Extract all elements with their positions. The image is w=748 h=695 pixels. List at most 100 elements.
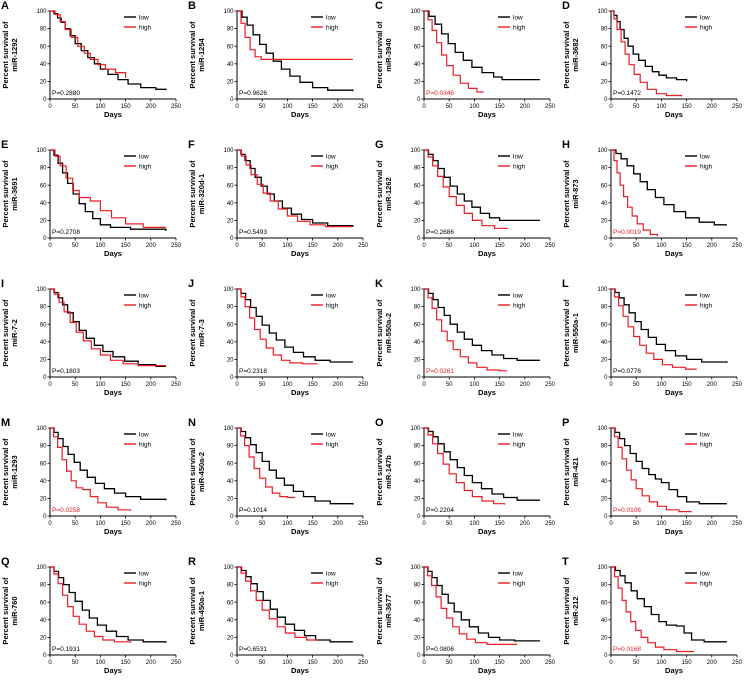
y-tick-label: 100 xyxy=(223,426,234,432)
y-tick-label: 60 xyxy=(227,44,234,50)
y-tick-label: 0 xyxy=(230,97,234,103)
y-tick-label: 0 xyxy=(43,97,47,103)
x-tick-label: 150 xyxy=(495,104,506,110)
panel-letter: F xyxy=(188,139,195,151)
y-axis-label: Percent survival of miR-1262 xyxy=(375,142,397,246)
x-tick-label: 50 xyxy=(633,243,640,249)
y-tick-label: 60 xyxy=(414,461,421,467)
panel-letter: Q xyxy=(1,556,10,568)
y-tick-label: 20 xyxy=(40,636,47,642)
legend-low-label: low xyxy=(700,14,710,21)
km-panel: P Percent survival of miR-421 0 50 100 150 2… xyxy=(561,417,748,556)
legend-low-label: low xyxy=(139,570,149,577)
x-tick-label: 200 xyxy=(146,104,157,110)
x-tick-label: 200 xyxy=(707,660,718,666)
y-tick-label: 20 xyxy=(227,219,234,225)
y-tick-label: 80 xyxy=(414,27,421,33)
y-tick-label: 80 xyxy=(227,444,234,450)
x-tick-label: 0 xyxy=(422,521,426,527)
x-tick-label: 0 xyxy=(48,521,52,527)
km-plot: 0 50 100 150 200 250 0 20 40 60 80 100 low high P=0.26… xyxy=(410,148,555,249)
y-axis-label: Percent survival of miR-1254 xyxy=(188,3,210,107)
y-tick-label: 100 xyxy=(410,565,421,571)
x-tick-label: 200 xyxy=(520,660,531,666)
km-panel: Q Percent survival of miR-760 0 50 100 150 2… xyxy=(0,556,187,695)
y-axis-label-line1: Percent survival of xyxy=(188,160,197,228)
y-tick-label: 80 xyxy=(601,166,608,172)
y-tick-label: 100 xyxy=(36,565,47,571)
survival-curve-low xyxy=(50,427,167,501)
y-tick-label: 20 xyxy=(227,358,234,364)
x-tick-label: 50 xyxy=(72,521,79,527)
y-tick-label: 20 xyxy=(40,497,47,503)
survival-curve-low xyxy=(424,566,540,642)
legend-low-label: low xyxy=(513,292,523,299)
km-panel: G Percent survival of miR-1262 0 50 100 150… xyxy=(374,139,561,278)
p-value: P=0.0346 xyxy=(426,90,454,97)
x-tick-label: 50 xyxy=(259,104,266,110)
km-plot: 0 50 100 150 200 250 0 20 40 60 80 100 low high P=0.01… xyxy=(597,426,742,527)
y-tick-label: 60 xyxy=(40,322,47,328)
legend-low-label: low xyxy=(139,292,149,299)
legend-low-label: low xyxy=(326,292,336,299)
x-tick-label: 50 xyxy=(633,660,640,666)
p-value: P=0.6531 xyxy=(239,646,267,653)
legend-high-label: high xyxy=(513,580,526,587)
y-axis-label-line1: Percent survival of xyxy=(562,438,571,506)
x-tick-label: 100 xyxy=(95,660,106,666)
y-tick-label: 100 xyxy=(597,565,608,571)
y-axis-label-line1: Percent survival of xyxy=(188,21,197,89)
y-tick-label: 40 xyxy=(601,479,608,485)
km-panel: O Percent survival of miR-147b 0 50 100 150… xyxy=(374,417,561,556)
survival-curve-low xyxy=(237,566,353,643)
y-tick-label: 80 xyxy=(601,27,608,33)
y-tick-label: 100 xyxy=(597,148,608,154)
y-axis-label: Percent survival of miR-1293 xyxy=(1,420,23,524)
y-tick-label: 40 xyxy=(227,201,234,207)
y-axis-label: Percent survival of miR-550a-2 xyxy=(375,281,397,385)
y-tick-label: 20 xyxy=(601,80,608,86)
y-axis-label-line2: miR-320d-1 xyxy=(197,173,206,215)
x-tick-label: 100 xyxy=(469,243,480,249)
y-tick-label: 40 xyxy=(40,618,47,624)
y-tick-label: 80 xyxy=(227,305,234,311)
x-tick-label: 200 xyxy=(146,660,157,666)
y-tick-label: 20 xyxy=(601,219,608,225)
survival-curve-high xyxy=(237,10,353,60)
x-tick-label: 150 xyxy=(308,382,319,388)
x-axis-label: Days xyxy=(665,666,683,675)
y-axis-label: Percent survival of miR-760 xyxy=(1,559,23,663)
y-tick-label: 100 xyxy=(597,426,608,432)
x-tick-label: 100 xyxy=(282,104,293,110)
x-tick-label: 100 xyxy=(95,104,106,110)
p-value: P=0.0806 xyxy=(426,646,454,653)
x-tick-label: 50 xyxy=(72,243,79,249)
y-tick-label: 40 xyxy=(227,479,234,485)
x-tick-label: 150 xyxy=(495,243,506,249)
x-tick-label: 200 xyxy=(520,382,531,388)
x-tick-label: 250 xyxy=(732,243,743,249)
y-axis-label-line1: Percent survival of xyxy=(1,160,10,228)
survival-curve-high xyxy=(611,427,692,513)
x-tick-label: 0 xyxy=(609,660,613,666)
y-axis-label-line1: Percent survival of xyxy=(375,160,384,228)
panel-letter: C xyxy=(375,0,383,12)
survival-curve-low xyxy=(611,427,727,505)
y-axis-label: Percent survival of miR-550a-1 xyxy=(562,281,584,385)
legend-low-label: low xyxy=(326,431,336,438)
p-value: P=0.0258 xyxy=(52,507,80,514)
x-tick-label: 150 xyxy=(308,521,319,527)
y-tick-label: 40 xyxy=(227,618,234,624)
legend-high-label: high xyxy=(326,24,339,31)
x-tick-label: 250 xyxy=(171,104,182,110)
y-tick-label: 40 xyxy=(40,479,47,485)
y-axis-label: Percent survival of miR-147b xyxy=(375,420,397,524)
y-tick-label: 80 xyxy=(40,305,47,311)
x-tick-label: 150 xyxy=(121,521,132,527)
panel-letter: R xyxy=(188,556,196,568)
y-axis-label: Percent survival of miR-3682 xyxy=(562,3,584,107)
y-tick-label: 20 xyxy=(227,497,234,503)
y-axis-label-line2: miR-3691 xyxy=(10,177,19,211)
axes xyxy=(423,428,550,517)
y-tick-label: 80 xyxy=(40,583,47,589)
